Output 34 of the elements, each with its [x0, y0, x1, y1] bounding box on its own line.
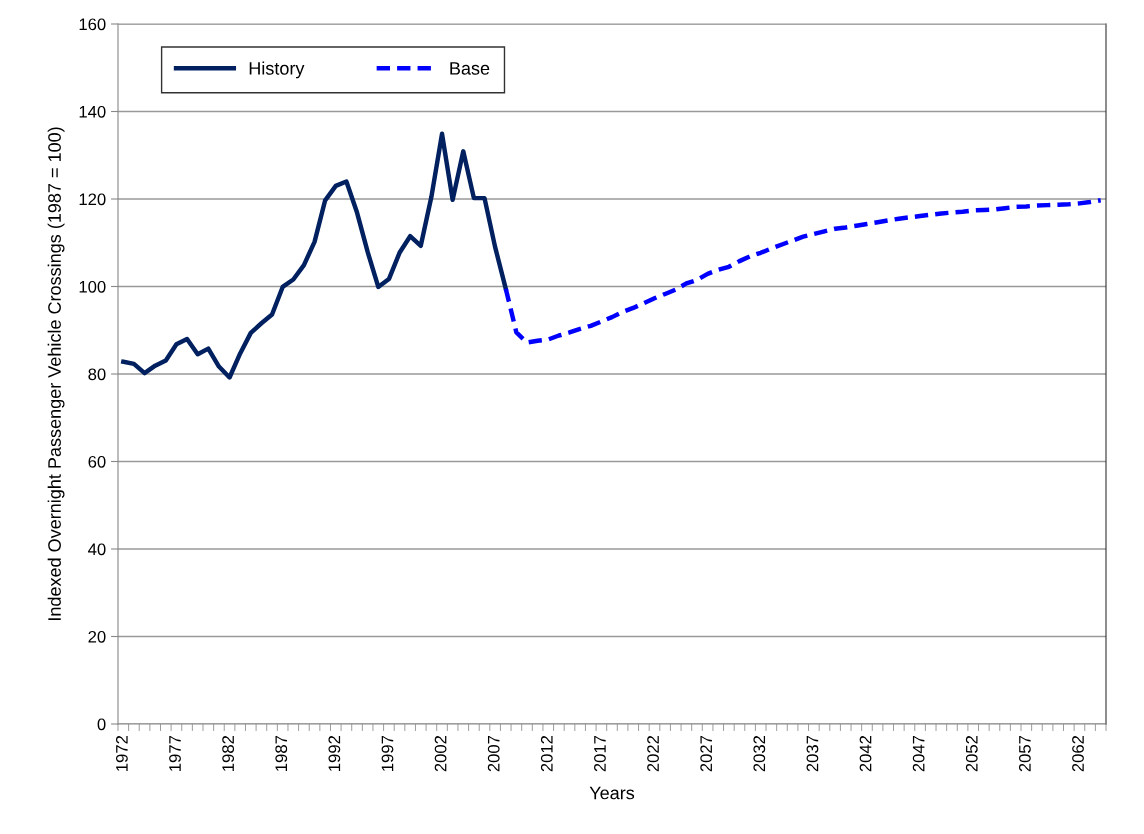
x-axis-title: Years [589, 786, 635, 800]
x-tick-label: 2022 [647, 735, 659, 772]
x-tick-label: 1992 [328, 735, 341, 771]
y-tick-label: 80 [88, 368, 106, 381]
x-tick-label: 1987 [275, 735, 288, 771]
y-tick-label: 0 [97, 718, 106, 731]
x-tick-label: 2062 [1072, 735, 1084, 772]
x-tick-label: 2012 [540, 735, 553, 772]
y-tick-label: 60 [88, 455, 106, 468]
x-tick-label: 1982 [222, 735, 235, 771]
x-tick-label: 2057 [1018, 735, 1031, 772]
x-tick-label: 1977 [169, 735, 181, 771]
x-tick-label: 2037 [806, 735, 819, 772]
x-tick-label: 1972 [115, 735, 128, 771]
y-axis-title: Indexed Overnight Passenger Vehicle Crossings (1987 = 100) [47, 127, 65, 620]
y-tick-label: 140 [79, 105, 106, 118]
legend-label: Base [450, 62, 490, 75]
x-tick-label: 2047 [912, 735, 925, 772]
y-tick-label: 40 [88, 543, 106, 556]
x-tick-label: 2052 [965, 735, 978, 772]
y-tick-label: 120 [79, 193, 106, 206]
x-tick-label: 2042 [859, 735, 872, 772]
line-series [121, 131, 508, 380]
x-tick-label: 1997 [381, 735, 394, 771]
y-tick-label: 20 [88, 630, 106, 643]
x-tick-label: 2002 [434, 735, 447, 772]
x-tick-label: 2017 [594, 735, 606, 772]
line-series [503, 198, 1103, 345]
y-tick-label: 100 [79, 280, 106, 293]
x-tick-label: 2027 [700, 735, 713, 772]
y-tick-label: 160 [79, 18, 106, 31]
x-tick-label: 2032 [753, 735, 766, 772]
x-tick-label: 2007 [487, 735, 500, 772]
legend-label: History [249, 61, 305, 79]
